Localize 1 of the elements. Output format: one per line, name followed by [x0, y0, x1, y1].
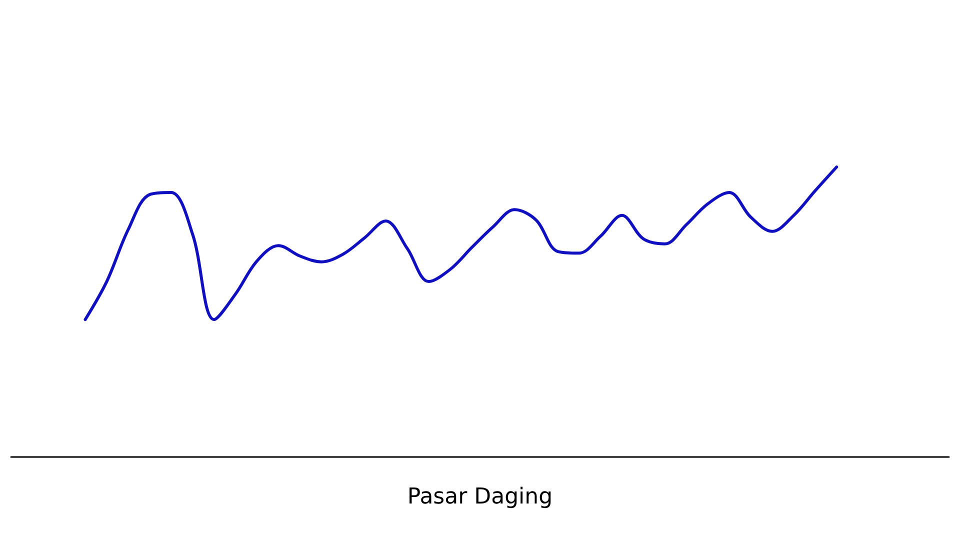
x-axis-title: Pasar Daging: [407, 484, 553, 510]
